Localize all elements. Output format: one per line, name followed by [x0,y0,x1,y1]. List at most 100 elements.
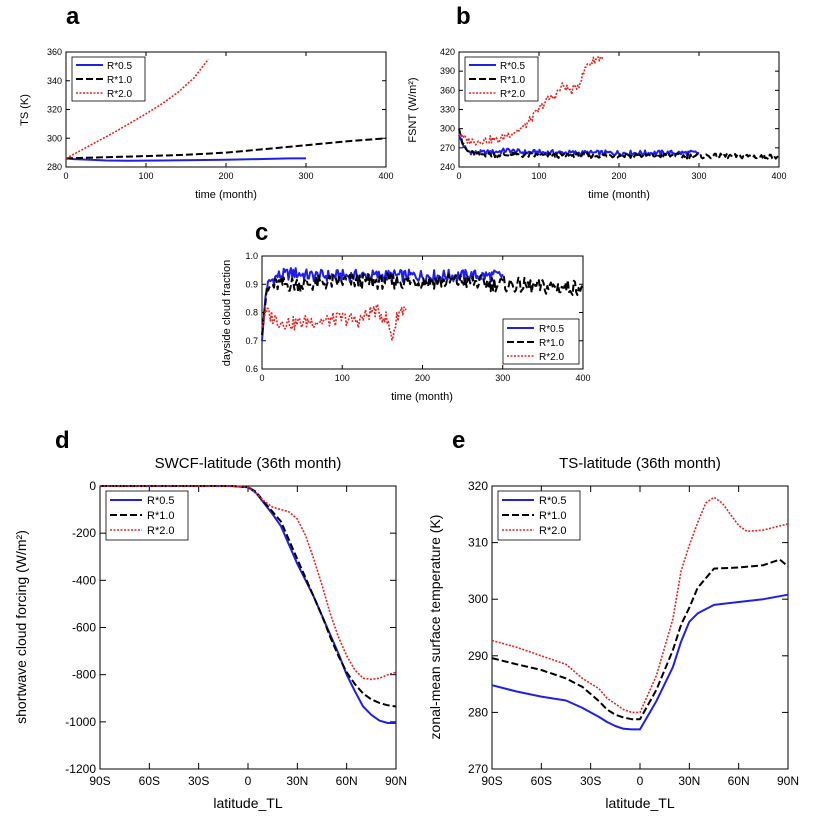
x-tick-label: 0 [637,774,644,788]
series-group-e [491,496,789,731]
x-tick-label: 300 [298,171,313,181]
panel-c: c 0 100 200 300 400 0.6 0.7 0.8 0.9 1.0 time (mon… [221,219,591,403]
legend-text-a-2: R*2.0 [107,89,132,100]
y-tick-label: -1000 [65,715,96,729]
legend-text-b-0: R*0.5 [500,61,525,72]
y-tick-label: 240 [440,162,455,172]
series-line-e-R20 [491,496,789,714]
y-tick-label: -1200 [65,762,96,776]
x-tick-label: 30S [580,774,601,788]
series-line-a-R20 [65,58,210,160]
series-group-a [65,58,387,162]
y-tick-label: -600 [72,621,96,635]
legend-d: R*0.5 R*1.0 R*2.0 [105,490,189,541]
y-axis-label-c: dayside cloud fraction [221,260,233,366]
x-tick-label: 200 [611,171,626,181]
series-group-c [261,267,584,341]
y-tick-label: 390 [440,66,455,76]
legend-a: R*0.5 R*1.0 R*2.0 [71,56,146,102]
y-tick-label: 320 [47,105,62,115]
x-axis-label-b: time (month) [588,189,650,201]
legend-text-b-2: R*2.0 [500,89,525,100]
x-tick-label: 30N [678,774,700,788]
series-line-b-R20 [458,55,604,146]
x-tick-label: 400 [575,373,590,383]
panel-letter-c: c [255,219,268,246]
y-axis-label-b: FSNT (W/m²) [407,77,419,142]
x-tick-label: 30S [188,774,209,788]
legend-text-c-1: R*1.0 [539,338,564,349]
y-tick-label: 300 [468,592,488,606]
y-tick-label: 0.7 [245,336,258,346]
legend-text-a-0: R*0.5 [107,61,132,72]
tick-labels-a: 0 100 200 300 400 280 300 320 340 360 [47,47,394,181]
y-tick-label: 340 [47,76,62,86]
y-tick-label: 300 [440,124,455,134]
series-line-a-R10 [65,137,387,160]
y-tick-label: -200 [72,526,96,540]
x-tick-label: 400 [378,171,393,181]
tick-labels-c: 0 100 200 300 400 0.6 0.7 0.8 0.9 1.0 [245,251,590,383]
legend-text-e-2: R*2.0 [539,525,567,537]
x-axis-label-a: time (month) [195,189,257,201]
legend-text-d-1: R*1.0 [147,510,175,522]
series-group-b [458,55,779,161]
y-tick-label: 280 [47,162,62,172]
series-line-c-R05 [261,267,504,341]
y-tick-label: -400 [72,573,96,587]
y-tick-label: 0.8 [245,308,258,318]
legend-text-c-0: R*0.5 [539,324,564,335]
x-tick-label: 30N [286,774,308,788]
x-tick-label: 60N [728,774,750,788]
panel-e: e TS-latitude (36th month) 90S 60S 30S 0 30N… [427,427,799,811]
chart-title-d: SWCF-latitude (36th month) [155,455,342,472]
y-tick-label: 420 [440,47,455,57]
x-tick-label: 90N [777,774,799,788]
x-tick-label: 90N [385,774,407,788]
tick-labels-e: 90S 60S 30S 0 30N 60N 90N 270 280 290 300 310 320 [468,479,799,788]
x-tick-label: 90S [89,774,110,788]
y-tick-label: 300 [47,133,62,143]
legend-text-b-1: R*1.0 [500,75,525,86]
panel-d: d SWCF-latitude (36th month) 90S 60S 30S 0 3… [13,427,407,811]
series-line-b-R10 [458,128,779,161]
y-tick-label: 330 [440,105,455,115]
chart-title-e: TS-latitude (36th month) [559,455,721,472]
legend-text-e-1: R*1.0 [539,510,567,522]
x-tick-label: 100 [335,373,350,383]
series-line-e-R10 [491,558,789,721]
y-tick-label: 1.0 [245,251,258,261]
x-axis-label-c: time (month) [391,391,453,403]
panel-b: b 0 100 200 300 400 240 270 300 330 360 390 420 tim… [407,3,787,201]
legend-text-e-0: R*0.5 [539,495,567,507]
x-tick-label: 100 [531,171,546,181]
y-axis-label-e: zonal-mean surface temperature (K) [427,515,443,740]
legend-c: R*0.5 R*1.0 R*2.0 [502,318,580,365]
y-tick-label: 320 [468,479,488,493]
x-tick-label: 60S [139,774,160,788]
series-line-c-R10 [261,272,584,336]
x-tick-label: 0 [456,171,461,181]
series-group-d [100,485,397,724]
x-tick-label: 60S [531,774,552,788]
series-line-b-R05 [458,134,700,157]
tick-labels-b: 0 100 200 300 400 240 270 300 330 360 390 420 [440,47,787,181]
y-tick-label: 0.9 [245,279,258,289]
x-tick-label: 200 [218,171,233,181]
y-tick-label: 290 [468,649,488,663]
x-tick-label: 100 [138,171,153,181]
y-tick-label: 360 [47,47,62,57]
legend-text-d-0: R*0.5 [147,495,175,507]
y-tick-label: 280 [468,705,488,719]
y-tick-label: 0 [89,479,96,493]
y-tick-label: 310 [468,536,488,550]
panel-letter-b: b [456,3,471,30]
y-axis-label-a: TS (K) [19,94,31,126]
y-tick-label: 270 [468,762,488,776]
series-line-c-R20 [261,304,407,341]
y-axis-label-d: shortwave cloud forcing (W/m²) [13,530,29,724]
x-tick-label: 0 [63,171,68,181]
series-line-e-R05 [491,593,789,731]
x-axis-label-d: latitude_TL [213,795,282,811]
